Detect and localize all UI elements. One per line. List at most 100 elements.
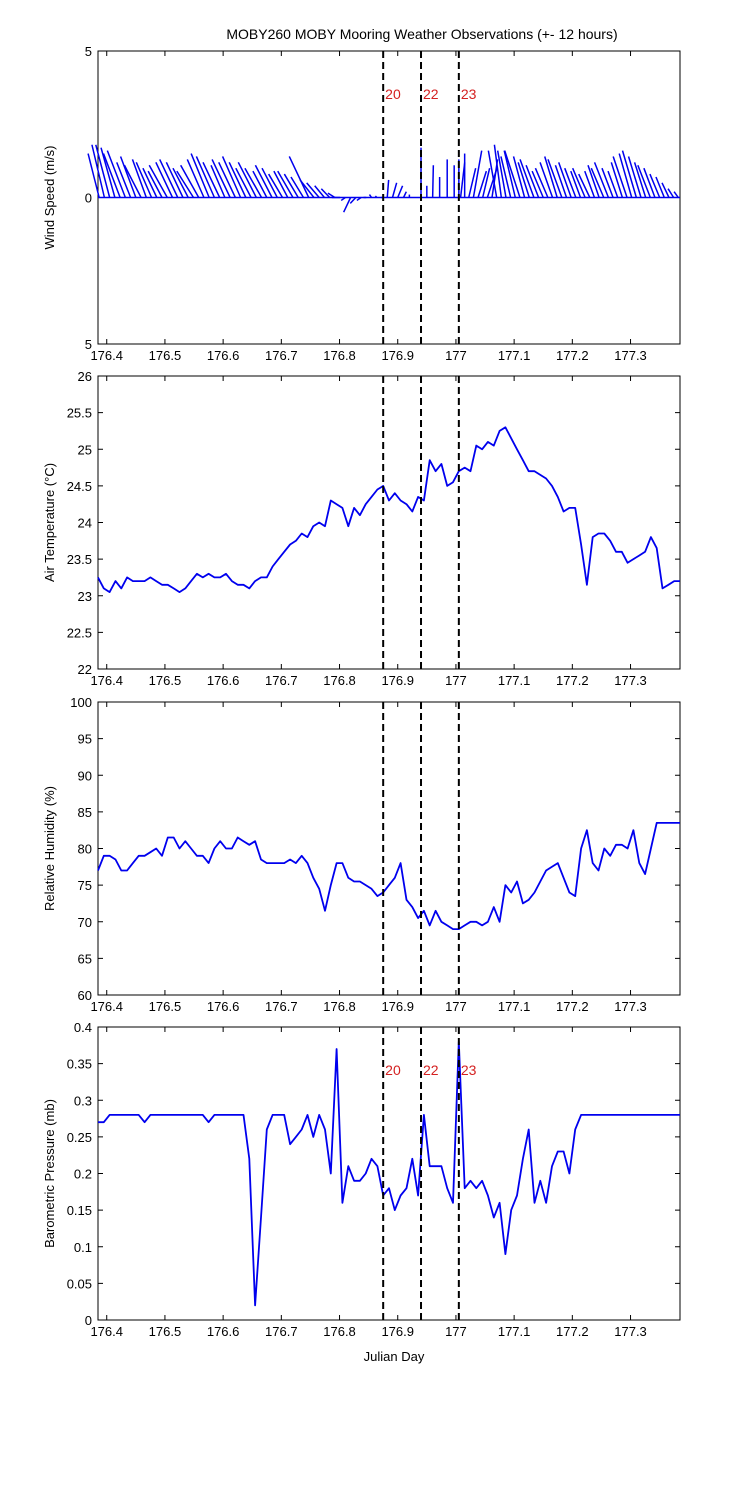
wind-vector — [477, 170, 488, 198]
x-tick-label: 176.8 — [323, 999, 356, 1014]
y-tick-label: 24.5 — [67, 479, 92, 494]
wind-vector — [159, 159, 179, 198]
x-tick-label: 177 — [445, 348, 467, 363]
wind-vector — [320, 188, 331, 199]
wind-vector — [544, 156, 558, 198]
plot-frame — [97, 1026, 681, 1321]
wind-vector — [584, 170, 596, 198]
x-tick-label: 177.3 — [614, 348, 647, 363]
x-tick-label: 176.8 — [323, 673, 356, 688]
x-tick-label: 176.4 — [90, 673, 123, 688]
x-tick-label: 176.9 — [381, 673, 414, 688]
wind-vector — [123, 164, 142, 198]
x-tick-label: 176.7 — [265, 1324, 298, 1339]
wind-vector — [386, 179, 390, 198]
event-marker-label: 22 — [423, 86, 439, 102]
plot-frame — [97, 701, 681, 996]
wind-vector — [288, 156, 310, 198]
wind-vector — [186, 159, 205, 198]
panel-pressure: 176.4 176.5 176.6 176.7 176.8 176.9 177 177.1 17… — [42, 1020, 681, 1339]
y-tick-label: 80 — [78, 842, 92, 857]
wind-vector — [299, 179, 315, 198]
x-tick-label: 176.5 — [149, 1324, 182, 1339]
x-tick-label: 176.9 — [381, 348, 414, 363]
wind-vector — [578, 173, 591, 198]
wind-vector — [106, 150, 127, 198]
wind-vector — [525, 164, 540, 198]
y-tick-label: 0.2 — [74, 1167, 92, 1182]
wind-vector — [100, 147, 116, 198]
x-tick-label: 176.4 — [90, 1324, 123, 1339]
x-tick-label: 177 — [445, 999, 467, 1014]
wind-vector — [235, 167, 252, 198]
wind-vector — [195, 156, 216, 198]
wind-vector — [252, 170, 268, 198]
x-tick-label: 176.4 — [90, 999, 123, 1014]
figure-title: MOBY260 MOBY Mooring Weather Observation… — [226, 26, 617, 42]
plot-frame — [97, 375, 681, 670]
wind-vector — [496, 150, 507, 198]
wind-vector — [374, 195, 378, 199]
wind-vector — [503, 150, 521, 198]
wind-vector — [593, 162, 610, 198]
wind-vector — [431, 165, 435, 198]
y-tick-label: 75 — [78, 878, 92, 893]
wind-vector — [261, 167, 278, 198]
y-tick-label: 0.05 — [67, 1276, 92, 1291]
wind-vector — [314, 185, 325, 198]
y-tick-label: 5 — [85, 44, 92, 59]
wind-vector — [228, 162, 247, 198]
wind-vector — [607, 170, 619, 198]
event-marker-label: 23 — [461, 1062, 477, 1078]
wind-vector — [391, 182, 398, 198]
wind-vector — [512, 156, 526, 198]
event-marker-label: 20 — [385, 1062, 401, 1078]
wind-vector — [633, 162, 647, 198]
wind-vector — [342, 197, 352, 213]
wind-vector — [655, 176, 665, 198]
x-tick-label: 177.1 — [498, 348, 531, 363]
panel-humidity: 176.4 176.5 176.6 176.7 176.8 176.9 177 177.1 17… — [42, 695, 681, 1014]
x-tick-label: 176.5 — [149, 999, 182, 1014]
wind-vector — [306, 182, 320, 198]
wind-vector — [135, 162, 153, 198]
wind-vector — [119, 156, 137, 198]
x-axis-label: Julian Day — [364, 1349, 425, 1364]
y-axis-label: Barometric Pressure (mb) — [42, 1099, 57, 1248]
wind-vector — [142, 167, 158, 198]
wind-vector — [531, 170, 544, 198]
wind-vector — [340, 196, 346, 202]
wind-vector — [610, 162, 624, 198]
y-tick-label: 23.5 — [67, 552, 92, 567]
wind-vector — [547, 159, 563, 198]
panel-wind: 176.4 176.5 176.6 176.7 176.8 176.9 177 177.1 17… — [42, 44, 681, 363]
wind-vector — [571, 167, 586, 198]
series-line-temp — [97, 426, 680, 593]
wind-vector — [116, 162, 132, 198]
wind-vector — [643, 167, 656, 198]
x-tick-label: 177.2 — [556, 673, 589, 688]
event-marker-label: 20 — [385, 86, 401, 102]
x-tick-label: 177.3 — [614, 673, 647, 688]
x-tick-label: 176.5 — [149, 348, 182, 363]
wind-vector — [349, 196, 357, 204]
wind-vector — [290, 176, 305, 198]
wind-vector — [148, 164, 168, 198]
x-tick-label: 177.1 — [498, 673, 531, 688]
y-tick-label: 25.5 — [67, 406, 92, 421]
x-tick-label: 176.6 — [207, 348, 240, 363]
wind-vector — [487, 150, 498, 198]
y-tick-label: 0.15 — [67, 1203, 92, 1218]
wind-vector — [554, 165, 568, 198]
wind-vector — [283, 173, 299, 198]
x-tick-label: 177 — [445, 1324, 467, 1339]
y-tick-label: 25 — [78, 442, 92, 457]
x-tick-label: 177.1 — [498, 999, 531, 1014]
wind-vector — [621, 150, 638, 198]
y-tick-label: 0.3 — [74, 1093, 92, 1108]
y-tick-label: 22 — [78, 662, 92, 677]
x-tick-label: 176.9 — [381, 1324, 414, 1339]
y-tick-label: 24 — [78, 516, 92, 531]
wind-vector — [172, 167, 189, 198]
wind-vector — [481, 168, 491, 198]
